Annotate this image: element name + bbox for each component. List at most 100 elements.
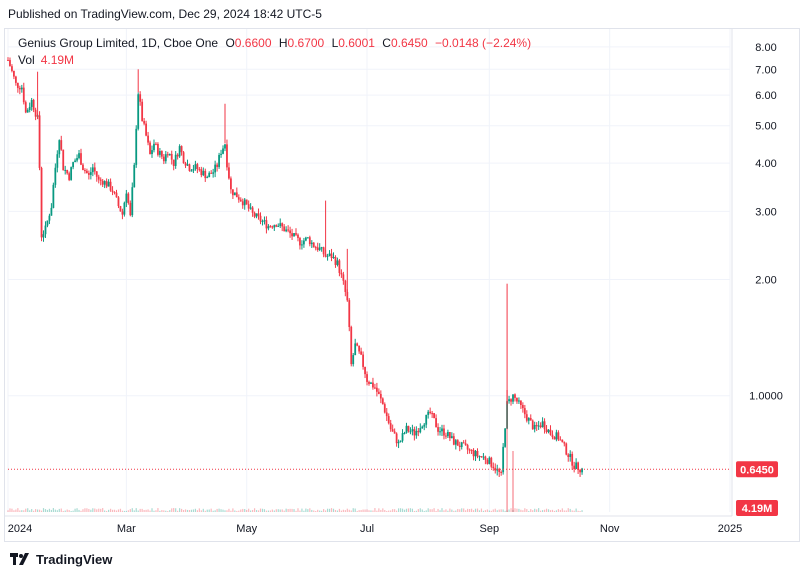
candle-body (218, 154, 220, 167)
candle-body (46, 220, 49, 226)
volume-bar (403, 509, 406, 512)
volume-bar (463, 508, 465, 512)
candle-body (441, 428, 443, 432)
volume-bar (417, 509, 419, 512)
volume-bar (224, 510, 226, 512)
candle-body (340, 272, 343, 275)
volume-bar (54, 509, 56, 512)
volume-bar (334, 509, 337, 512)
candle-body (375, 387, 378, 392)
volume-bar (104, 510, 106, 512)
y-tick-label: 7.00 (755, 64, 776, 76)
candle-body (91, 167, 94, 173)
volume-bar (173, 508, 175, 512)
candle-body (95, 171, 98, 177)
x-tick-label: 2024 (8, 523, 32, 535)
candle-body (20, 87, 23, 90)
footer-branding[interactable]: TradingView (10, 552, 112, 567)
volume-bar (15, 509, 17, 512)
volume-bar (88, 508, 90, 512)
candle-body (190, 170, 193, 172)
candle-body (216, 164, 219, 167)
candle-body (352, 355, 355, 365)
volume-bar (528, 510, 530, 512)
candle-body (58, 140, 61, 155)
volume-bar (145, 509, 147, 512)
volume-bar (500, 509, 502, 512)
candle-body (228, 167, 230, 179)
candle-body (70, 167, 73, 180)
candle-body (328, 253, 331, 256)
volume-bar (171, 508, 173, 512)
volume-bar (182, 510, 185, 512)
candle-body (366, 374, 368, 382)
candle-body (271, 226, 274, 228)
volume-bar (27, 508, 29, 512)
candle-body (277, 225, 280, 227)
candle-body (230, 178, 232, 190)
volume-bar (232, 508, 234, 512)
volume-bar (563, 510, 565, 512)
volume-bar (196, 510, 198, 512)
volume-bar (352, 508, 354, 512)
candle-body (543, 421, 546, 430)
candle-body (239, 199, 242, 202)
candle-body (188, 164, 191, 171)
volume-bar (242, 508, 244, 512)
candle-body (178, 146, 181, 157)
volume-bar (86, 508, 88, 512)
candle-body (372, 382, 374, 388)
candle-body (72, 162, 74, 168)
candle-body (93, 167, 96, 172)
volume-bar (180, 508, 183, 512)
candle-body (48, 215, 51, 221)
candle-body (308, 237, 311, 245)
volume-bar (137, 510, 139, 512)
volume-bar (407, 508, 410, 512)
volume-bar (11, 508, 13, 512)
candle-body (273, 225, 276, 228)
candle-body (113, 192, 116, 194)
candle-body (342, 274, 345, 281)
volume-bar (516, 508, 518, 512)
candle-body (581, 468, 583, 473)
volume-bar (202, 508, 204, 512)
volume-bar (520, 509, 522, 512)
volume-bar (502, 509, 504, 512)
volume-bar (338, 508, 341, 512)
volume-bar (522, 510, 524, 512)
candle-body (76, 158, 78, 161)
volume-bar (433, 508, 435, 512)
volume-bar (321, 510, 323, 512)
volume-bar (127, 510, 129, 512)
volume-group (7, 390, 583, 512)
volume-bar (220, 509, 222, 512)
candle-body (206, 177, 209, 179)
volume-bar (569, 508, 571, 512)
volume-bar (108, 509, 110, 512)
candle-body (541, 421, 544, 428)
volume-bar (161, 510, 163, 512)
volume-bar (540, 510, 542, 512)
candle-body (60, 140, 63, 150)
candle-body (54, 167, 57, 185)
volume-bar (309, 508, 311, 512)
volume-bar (474, 508, 477, 512)
candle-body (137, 94, 140, 129)
candle-body (318, 247, 321, 250)
candle-body (334, 256, 337, 265)
symbol-name: Genius Group Limited, 1D, Cboe One (18, 36, 219, 50)
volume-bar (72, 510, 74, 512)
volume-bar (230, 510, 232, 512)
candle-body (301, 244, 303, 246)
candle-body (202, 170, 205, 176)
candle-body (450, 436, 453, 439)
volume-bar (279, 509, 281, 512)
volume-bar (547, 509, 550, 512)
candle-body (143, 121, 146, 124)
candle-body (295, 233, 297, 235)
candle-body (84, 170, 86, 172)
volume-bar (336, 510, 339, 512)
volume-bar (100, 508, 102, 512)
